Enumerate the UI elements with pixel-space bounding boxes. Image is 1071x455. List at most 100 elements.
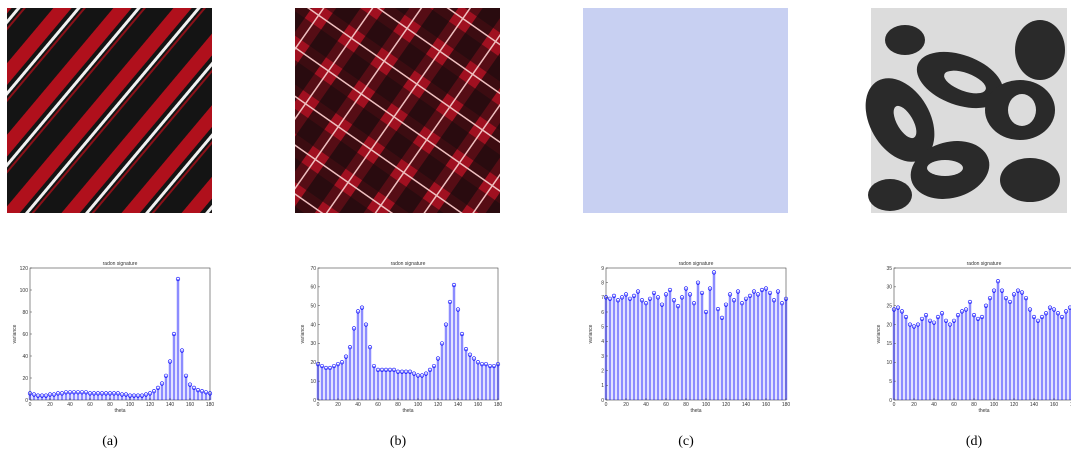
stem-marker <box>51 392 57 397</box>
stem-marker <box>475 360 481 365</box>
stem-marker <box>439 341 445 346</box>
stem-marker <box>71 390 77 395</box>
stem-marker <box>991 288 997 293</box>
stem-marker <box>903 314 909 320</box>
x-axis-label: theta <box>690 408 701 414</box>
stem-marker <box>743 296 749 301</box>
y-tick-label: 120 <box>20 266 29 272</box>
stem-marker <box>703 309 709 315</box>
stem-marker <box>327 365 333 371</box>
y-tick-label: 50 <box>310 304 316 310</box>
caption: (d) <box>966 434 983 449</box>
stem-marker <box>147 391 153 396</box>
stem-marker <box>351 326 357 331</box>
y-tick-label: 9 <box>601 266 604 272</box>
stem-marker <box>771 298 777 303</box>
stem-marker <box>767 290 773 296</box>
y-tick-label: 15 <box>886 341 892 347</box>
y-tick-label: 0 <box>313 398 316 404</box>
y-tick-label: 70 <box>310 266 316 272</box>
x-tick-label: 100 <box>990 402 999 408</box>
stem-marker <box>1047 305 1053 310</box>
stem-marker <box>639 298 645 303</box>
stem-marker <box>939 311 945 316</box>
stem-marker <box>947 322 953 327</box>
x-tick-label: 20 <box>47 402 53 408</box>
stem-marker <box>955 313 961 318</box>
x-tick-label: 20 <box>623 402 629 408</box>
x-tick-label: 80 <box>107 402 113 408</box>
stem-marker <box>1063 309 1069 314</box>
x-tick-label: 120 <box>722 402 731 408</box>
plot-frame <box>317 267 499 401</box>
stem-marker <box>783 296 789 301</box>
x-tick-label: 160 <box>474 402 483 408</box>
stem-marker <box>999 288 1005 293</box>
stem-marker <box>419 373 425 378</box>
x-tick-label: 60 <box>87 402 93 408</box>
stem-marker <box>963 307 969 312</box>
stem-marker <box>735 289 741 294</box>
y-tick-label: 0 <box>601 398 604 404</box>
stem-marker <box>1027 307 1033 312</box>
stem-marker <box>491 363 497 369</box>
stem-marker <box>979 314 985 320</box>
stem-marker <box>995 279 1001 284</box>
x-tick-label: 0 <box>29 402 32 408</box>
stem-marker <box>1067 305 1071 310</box>
y-tick-label: 4 <box>601 339 604 345</box>
stem-marker <box>335 362 341 367</box>
stem-marker <box>975 316 981 322</box>
stem-marker <box>1051 307 1057 312</box>
x-tick-label: 160 <box>762 402 771 408</box>
x-tick-label: 160 <box>186 402 195 408</box>
stem-marker <box>171 331 177 337</box>
stem-marker <box>111 391 117 396</box>
stem-marker <box>707 286 713 291</box>
x-tick-label: 0 <box>605 402 608 408</box>
stem-marker <box>67 390 73 395</box>
stem-marker <box>659 302 665 307</box>
stem-marker <box>471 356 477 361</box>
x-tick-label: 40 <box>67 402 73 408</box>
y-tick-label: 80 <box>22 310 28 316</box>
stem-marker <box>651 290 657 296</box>
x-tick-label: 140 <box>742 402 751 408</box>
stem-marker <box>983 303 989 308</box>
stem-marker <box>163 373 169 378</box>
x-tick-label: 120 <box>434 402 443 408</box>
stem-marker <box>191 385 197 391</box>
stem-marker <box>731 298 737 303</box>
stem-marker <box>139 393 145 398</box>
stem-marker <box>691 301 697 306</box>
stem-marker <box>195 388 201 393</box>
stem-marker <box>687 292 693 297</box>
stem-marker <box>443 322 449 327</box>
stem-marker <box>1003 296 1009 301</box>
stem-marker <box>627 296 633 301</box>
stem-marker <box>727 292 733 297</box>
x-tick-label: 20 <box>911 402 917 408</box>
stem-marker <box>319 363 325 369</box>
stem-marker <box>1019 290 1025 295</box>
stem-marker <box>115 391 121 396</box>
stem-marker <box>1059 314 1065 320</box>
stem-marker <box>611 293 617 298</box>
stem-marker <box>695 280 701 285</box>
y-tick-label: 35 <box>886 266 892 272</box>
stem-marker <box>79 390 85 395</box>
stem-marker <box>39 393 45 398</box>
stem-marker <box>143 392 149 397</box>
stem-marker <box>679 295 685 300</box>
chart-title: radon signature <box>967 261 1002 267</box>
stem-marker <box>103 391 109 396</box>
caption: (a) <box>102 434 118 449</box>
caption: (c) <box>678 434 694 449</box>
stem-marker <box>355 309 361 314</box>
x-tick-label: 120 <box>146 402 155 408</box>
stem-marker <box>207 391 213 396</box>
stem-marker <box>183 373 189 378</box>
y-tick-label: 30 <box>886 285 892 291</box>
stem-marker <box>455 307 461 312</box>
